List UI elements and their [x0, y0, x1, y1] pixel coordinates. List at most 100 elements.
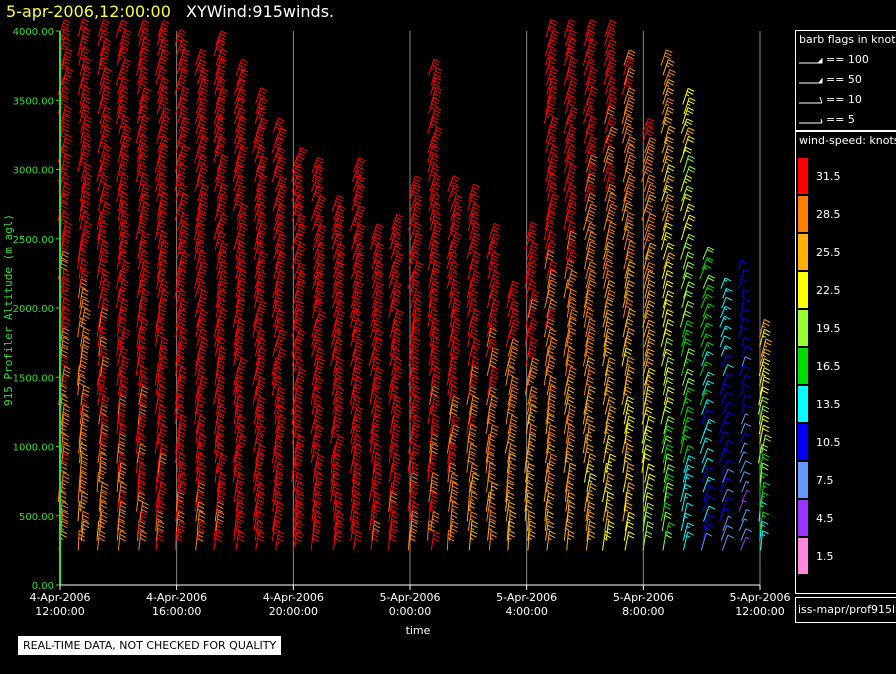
wind-barb [155, 173, 167, 192]
wind-barb [61, 67, 74, 86]
wind-barb [293, 213, 306, 231]
wind-barb [681, 492, 692, 512]
wind-barb [290, 462, 301, 483]
wind-barb [584, 222, 597, 241]
colorbar-swatch [798, 538, 808, 574]
wind-barb [702, 284, 715, 299]
wind-barb [233, 184, 246, 202]
wind-barb [272, 492, 283, 512]
wind-barb [508, 319, 520, 338]
wind-barb [757, 396, 769, 415]
wind-barb [313, 454, 325, 473]
wind-barb [624, 462, 635, 483]
wind-barb [196, 328, 208, 347]
wind-barb [137, 19, 150, 37]
wind-barb [77, 317, 87, 338]
wind-barb [624, 269, 635, 289]
wind-barb [585, 136, 598, 154]
wind-barb [216, 193, 228, 212]
wind-barb [544, 211, 556, 231]
wind-barb [701, 447, 714, 464]
wind-barb [449, 232, 462, 250]
wind-barb [255, 173, 268, 192]
wind-barb [214, 424, 226, 444]
wind-barb [99, 279, 111, 299]
wind-barb [428, 385, 440, 406]
wind-barb [641, 453, 652, 473]
wind-barb [390, 328, 402, 347]
wind-barb [430, 260, 442, 280]
wind-barb [176, 299, 188, 318]
wind-barb [603, 424, 614, 444]
wind-barb [61, 471, 70, 493]
wind-barb [547, 144, 559, 163]
header-time: 5-apr-2006,12:00:00 [6, 2, 171, 21]
wind-barb [157, 424, 168, 444]
wind-barb [603, 376, 615, 396]
wind-barb [99, 115, 112, 134]
wind-barb [427, 154, 439, 173]
wind-barb [235, 511, 245, 532]
wind-barb [195, 115, 208, 134]
wind-barb [119, 135, 132, 154]
wind-barb [79, 471, 88, 493]
wind-barb [236, 434, 247, 454]
wind-barb [721, 459, 734, 474]
wind-barb [115, 67, 128, 86]
wind-barb [683, 165, 696, 183]
wind-barb [291, 454, 303, 473]
wind-barb [311, 299, 324, 318]
wind-barb [177, 482, 187, 502]
wind-barb [466, 501, 476, 522]
wind-barb [98, 47, 110, 66]
wind-barb [720, 525, 734, 541]
wind-barb [644, 463, 655, 483]
wind-barb [215, 289, 227, 309]
wind-barb [488, 510, 497, 532]
wind-barb [738, 365, 750, 377]
wind-barb [604, 434, 616, 454]
wind-barb [174, 443, 185, 464]
wind-barb [352, 252, 365, 270]
wind-barb [430, 222, 443, 241]
wind-barb [352, 270, 364, 289]
wind-barb [272, 289, 284, 309]
wind-barb [740, 298, 751, 309]
x-tick-label-date: 4-Apr-2006 [263, 591, 324, 604]
colorbar-swatch [798, 272, 808, 308]
wind-barb [603, 328, 615, 347]
wind-barb [622, 298, 634, 318]
wind-barb [584, 192, 597, 212]
wind-barb [622, 222, 634, 241]
wind-barb [216, 472, 227, 493]
wind-barb [157, 77, 169, 95]
wind-barb [582, 347, 594, 367]
wind-barb [603, 366, 615, 386]
wind-barb [332, 492, 343, 512]
wind-barb [564, 135, 576, 154]
wind-barb [643, 521, 654, 541]
wind-barb [216, 270, 229, 289]
wind-barb [372, 453, 383, 473]
wind-barb [293, 262, 306, 280]
wind-barb [585, 318, 596, 338]
wind-barb [99, 202, 112, 221]
wind-barb [545, 57, 557, 76]
wind-barb [332, 396, 344, 415]
wind-barb [194, 240, 205, 260]
wind-barb [721, 354, 733, 367]
wind-barb [544, 241, 556, 260]
wind-barb [544, 346, 555, 367]
wind-barb [740, 528, 753, 541]
wind-barb [174, 395, 185, 415]
wind-barb [331, 194, 344, 212]
wind-barb [408, 482, 419, 502]
wind-barb [719, 477, 733, 493]
wind-barb [99, 106, 112, 124]
wind-barb [158, 115, 171, 134]
wind-barb [311, 395, 322, 415]
wind-barb [80, 230, 91, 250]
wind-barb [604, 357, 616, 376]
wind-barb [314, 195, 327, 212]
wind-barb [758, 386, 770, 406]
